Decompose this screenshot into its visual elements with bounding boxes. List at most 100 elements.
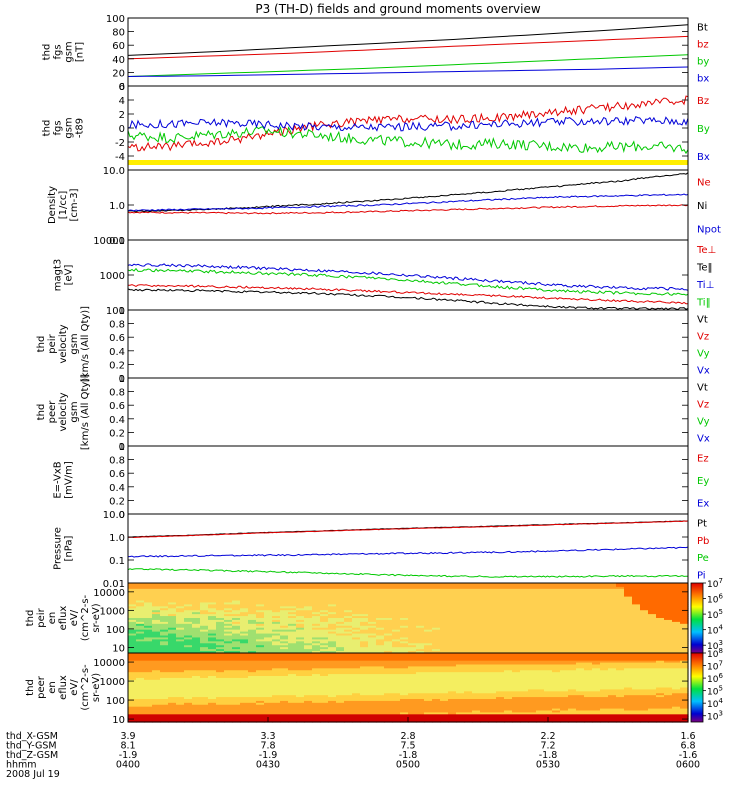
spectrogram-cell	[552, 662, 561, 666]
spectrogram-cell	[448, 672, 457, 675]
spectrogram-cell	[336, 614, 345, 617]
spectrogram-cell	[368, 712, 377, 715]
spectrogram-cell	[272, 672, 281, 675]
spectrogram-cell	[368, 647, 377, 650]
spectrogram-cell	[256, 693, 265, 696]
spectrogram-cell	[480, 700, 489, 704]
spectrogram-cell	[128, 639, 137, 642]
spectrogram-cell	[440, 604, 449, 607]
spectrogram-cell	[240, 687, 249, 691]
spectrogram-cell	[272, 633, 281, 637]
spectrogram-cell	[456, 653, 465, 656]
spectrogram-cell	[192, 710, 201, 714]
spectrogram-cell	[376, 633, 385, 637]
spectrogram-cell	[248, 654, 257, 658]
spectrogram-cell	[536, 614, 545, 617]
spectrogram-cell	[584, 660, 593, 664]
spectrogram-cell	[280, 714, 289, 717]
spectrogram-cell	[320, 654, 329, 658]
spectrogram-cell	[488, 592, 497, 596]
spectrogram-cell	[624, 588, 633, 592]
spectrogram-cell	[568, 683, 577, 687]
spectrogram-cell	[200, 645, 209, 648]
spectrogram-cell	[136, 588, 145, 592]
spectrogram-cell	[272, 641, 281, 644]
spectrogram-cell	[184, 586, 193, 590]
spectrogram-cell	[496, 604, 505, 607]
spectrogram-cell	[512, 702, 521, 706]
spectrogram-cell	[264, 584, 273, 588]
spectrogram-cell	[392, 695, 401, 698]
spectrogram-cell	[160, 660, 169, 664]
spectrogram-cell	[272, 695, 281, 698]
spectrogram-cell	[160, 702, 169, 706]
spectrogram-cell	[368, 633, 377, 637]
legend-label: Pe	[697, 553, 709, 564]
spectrogram-cell	[152, 612, 161, 615]
spectrogram-cell	[152, 679, 161, 683]
spectrogram-cell	[312, 586, 321, 590]
spectrogram-cell	[560, 679, 569, 683]
spectrogram-cell	[560, 598, 569, 602]
spectrogram-cell	[272, 653, 281, 656]
spectrogram-cell	[320, 623, 329, 627]
spectrogram-cell	[592, 600, 601, 604]
spectrogram-cell	[368, 683, 377, 687]
spectrogram-cell	[432, 683, 441, 687]
spectrogram-cell	[144, 704, 153, 708]
spectrogram-cell	[296, 653, 305, 656]
y-axis-label: E=-VxB	[53, 461, 64, 498]
spectrogram-cell	[408, 608, 417, 611]
spectrogram-cell	[440, 687, 449, 691]
spectrogram-cell	[632, 647, 641, 650]
spectrogram-cell	[224, 662, 233, 666]
spectrogram-cell	[568, 720, 577, 723]
spectrogram-cell	[600, 647, 609, 650]
spectrogram-cell	[576, 641, 585, 644]
spectrogram-cell	[288, 662, 297, 666]
spectrogram-cell	[152, 693, 161, 696]
spectrogram-cell	[144, 621, 153, 625]
spectrogram-cell	[368, 651, 377, 654]
spectrogram-cell	[472, 633, 481, 637]
spectrogram-cell	[160, 629, 169, 633]
spectrogram-cell	[224, 683, 233, 687]
spectrogram-cell	[648, 604, 657, 607]
spectrogram-cell	[208, 687, 217, 691]
spectrogram-cell	[368, 584, 377, 588]
panel-frame	[127, 169, 689, 241]
series-line-Pb	[127, 520, 689, 539]
spectrogram-cell	[168, 612, 177, 615]
spectrogram-cell	[400, 592, 409, 596]
spectrogram-cell	[592, 712, 601, 715]
spectrogram-cell	[144, 668, 153, 671]
spectrogram-cell	[664, 633, 673, 637]
spectrogram-cell	[336, 664, 345, 668]
spectrogram-cell	[320, 586, 329, 590]
spectrogram-cell	[312, 604, 321, 607]
spectrogram-cell	[344, 670, 353, 673]
spectrogram-cell	[168, 677, 177, 681]
spectrogram-cell	[472, 641, 481, 644]
spectrogram-cell	[384, 677, 393, 681]
spectrogram-cell	[192, 672, 201, 675]
spectrogram-cell	[624, 643, 633, 646]
spectrogram-cell	[512, 588, 521, 592]
spectrogram-cell	[360, 602, 369, 605]
spectrogram-cell	[240, 700, 249, 704]
spectrogram-cell	[440, 658, 449, 662]
spectrogram-cell	[296, 708, 305, 712]
spectrogram-cell	[440, 596, 449, 600]
spectrogram-cell	[520, 704, 529, 708]
spectrogram-cell	[408, 693, 417, 696]
spectrogram-cell	[304, 596, 313, 600]
spectrogram-cell	[280, 677, 289, 681]
spectrogram-cell	[536, 699, 545, 702]
spectrogram-cell	[592, 702, 601, 706]
spectrogram-cell	[160, 616, 169, 619]
spectrogram-cell	[432, 604, 441, 607]
spectrogram-cell	[240, 702, 249, 706]
spectrogram-cell	[648, 606, 657, 609]
spectrogram-cell	[200, 637, 209, 640]
spectrogram-cell	[304, 614, 313, 617]
